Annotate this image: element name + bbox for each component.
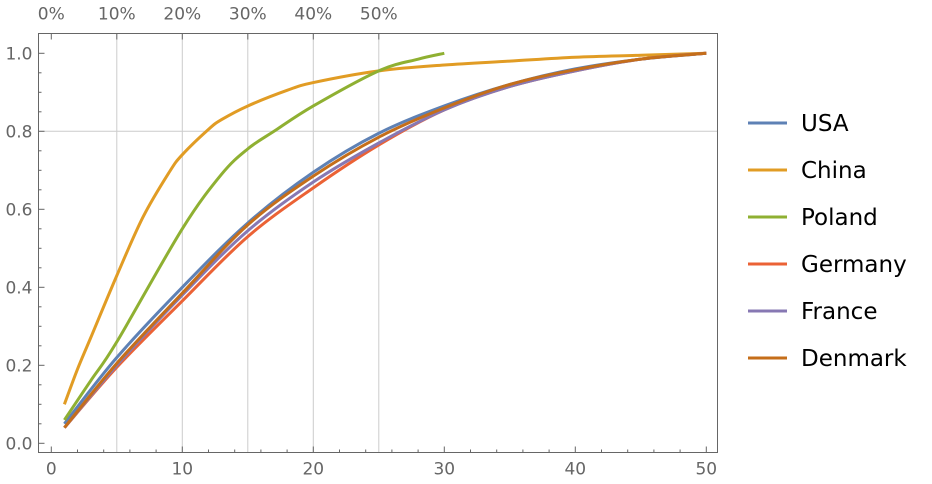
top-tick-label: 10%: [98, 5, 136, 25]
x-tick-label: 50: [695, 460, 717, 480]
x-tick-label: 10: [171, 460, 193, 480]
legend-label-usa: USA: [801, 111, 849, 137]
axes: 0 10 20 30 40 50 0.0 0.2 0.4 0.6 0.8 1.0 0% 10% 20% 30%…: [5, 5, 717, 480]
y-tick-label: 0.4: [5, 278, 32, 298]
top-tick-label: 40%: [294, 5, 332, 25]
x-tick-label: 40: [564, 460, 586, 480]
y-tick-label: 0.0: [5, 434, 32, 454]
legend: USA China Poland Germany France Denmark: [748, 111, 907, 372]
y-tick-label: 0.8: [5, 122, 32, 142]
x-tick-label: 20: [302, 460, 324, 480]
legend-label-germany: Germany: [801, 252, 907, 278]
series-line-china: [62, 51, 707, 405]
x-tick-label: 0: [46, 460, 57, 480]
top-tick-label: 0%: [38, 5, 65, 25]
x-tick-label: 30: [433, 460, 455, 480]
top-tick-label: 20%: [163, 5, 201, 25]
series-line-germany: [63, 51, 707, 429]
series-line-france: [63, 51, 707, 429]
y-tick-label: 1.0: [5, 44, 32, 64]
legend-label-poland: Poland: [801, 205, 878, 231]
series-line-denmark: [63, 51, 707, 429]
legend-label-denmark: Denmark: [801, 346, 907, 372]
plot-frame: [38, 33, 718, 453]
series-lines: [62, 51, 707, 429]
series-line-poland: [63, 51, 445, 421]
top-tick-label: 50%: [360, 5, 398, 25]
gridlines: [38, 33, 718, 453]
y-tick-label: 0.6: [5, 200, 32, 220]
legend-label-france: France: [801, 299, 877, 325]
y-tick-label: 0.2: [5, 356, 32, 376]
legend-label-china: China: [801, 158, 867, 184]
series-line-usa: [63, 51, 707, 425]
top-tick-label: 30%: [229, 5, 267, 25]
